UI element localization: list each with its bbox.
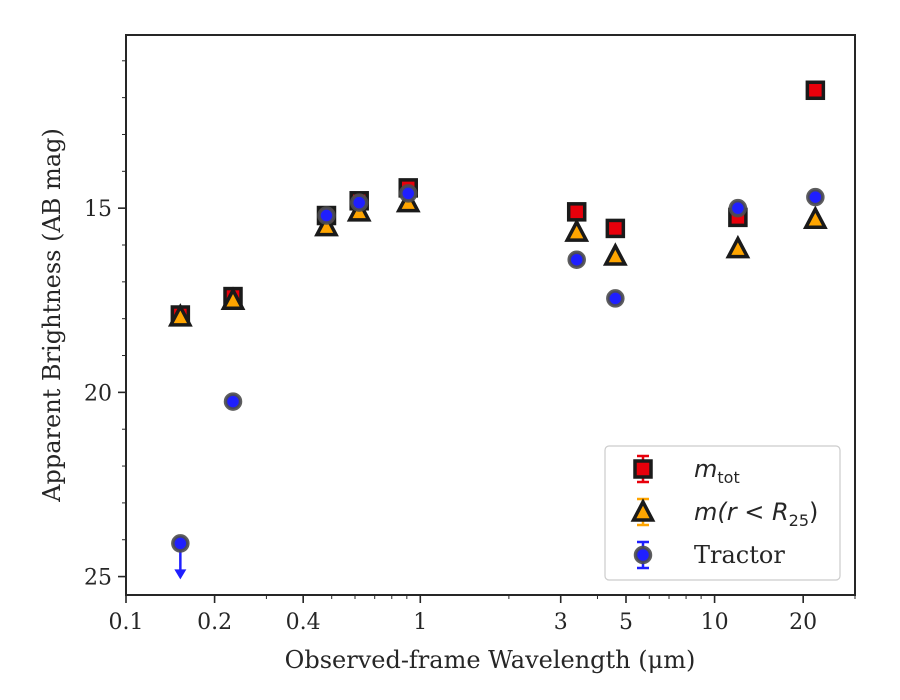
ticks-layer: 0.1 0.2 0.4 1 3 5 10 20 15 20 25 [84,60,856,635]
series-square [170,80,826,325]
data-point [314,212,339,237]
y-tick-label: 20 [84,381,112,406]
data-point [167,303,193,327]
legend-label-rest: ) [809,498,818,526]
legend-label-subscript: tot [717,468,739,487]
data-point [223,392,243,411]
data-point [605,218,626,239]
data-point [398,184,418,203]
data-point [564,218,590,242]
legend: mtot m(r < R25) Tractor [604,445,841,581]
data-point [567,250,586,269]
data-point [171,534,190,553]
legend-label-main: Tractor [694,541,785,569]
data-point [802,205,828,229]
x-tick-label: 0.2 [197,610,232,635]
legend-marker [633,459,653,479]
data-point [728,198,748,218]
series-circle [171,184,825,580]
data-point [566,202,587,222]
data-point [725,234,751,259]
data-point [602,242,628,266]
x-tick-label: 3 [554,610,568,635]
y-axis-label: Apparent Brightness (AB mag) [38,128,66,503]
legend-marker [633,545,653,565]
legend-box [604,445,841,581]
x-tick-label: 1 [413,610,427,635]
upper-limit-arrowhead [174,569,187,580]
data-point [220,286,246,311]
data-point [806,187,825,207]
x-tick-label: 0.1 [109,610,144,635]
series-triangle [167,188,828,327]
data-point [805,80,826,101]
data-point [317,206,336,225]
legend-label-main: m [694,455,717,483]
x-tick-label: 10 [701,610,729,635]
legend-label: Tractor [694,541,785,569]
plot-frame [125,34,856,596]
x-axis-label: Observed-frame Wavelength (μm) [285,646,696,674]
y-tick-label: 25 [84,566,112,591]
x-tick-label: 20 [789,610,817,635]
data-point [606,289,625,308]
legend-label-main: m(r < R [694,498,789,526]
legend-label: m(r < R25) [694,498,818,530]
legend-label-subscript: 25 [789,511,809,530]
x-tick-label: 5 [619,610,633,635]
legend-marker [630,498,656,522]
data-point [349,193,369,212]
legend-label: mtot [694,455,740,487]
y-tick-label: 15 [84,197,112,222]
x-tick-label: 0.4 [286,610,321,635]
plot-layer [167,80,828,580]
